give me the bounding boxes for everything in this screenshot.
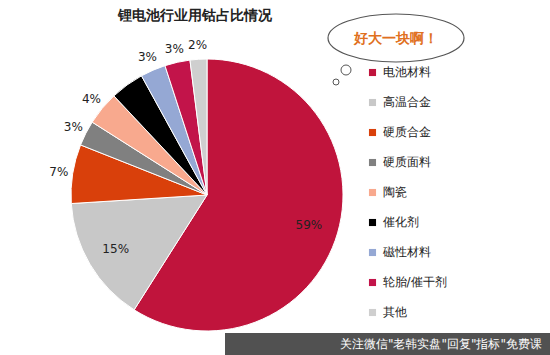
svg-text:锂电池行业用钴占比情况: 锂电池行业用钴占比情况 xyxy=(117,7,273,23)
svg-text:硬质面料: 硬质面料 xyxy=(383,155,431,169)
svg-text:高温合金: 高温合金 xyxy=(383,95,431,109)
svg-text:4%: 4% xyxy=(82,92,101,106)
svg-text:陶瓷: 陶瓷 xyxy=(383,185,407,199)
svg-text:催化剂: 催化剂 xyxy=(383,215,419,229)
svg-text:3%: 3% xyxy=(64,120,83,134)
svg-text:59%: 59% xyxy=(296,218,323,232)
svg-text:关注微信"老韩实盘"回复"指标"免费课: 关注微信"老韩实盘"回复"指标"免费课 xyxy=(340,337,542,351)
svg-text:3%: 3% xyxy=(138,50,157,64)
svg-text:硬质合金: 硬质合金 xyxy=(383,125,431,139)
svg-text:3%: 3% xyxy=(165,42,184,56)
svg-text:电池材料: 电池材料 xyxy=(383,65,431,79)
svg-text:磁性材料: 磁性材料 xyxy=(382,245,431,259)
svg-text:2%: 2% xyxy=(188,38,207,52)
svg-text:轮胎/催干剂: 轮胎/催干剂 xyxy=(383,275,447,289)
svg-text:好大一块啊！: 好大一块啊！ xyxy=(353,30,438,46)
svg-text:15%: 15% xyxy=(102,242,129,256)
svg-text:7%: 7% xyxy=(49,165,68,179)
svg-text:其他: 其他 xyxy=(383,305,407,319)
